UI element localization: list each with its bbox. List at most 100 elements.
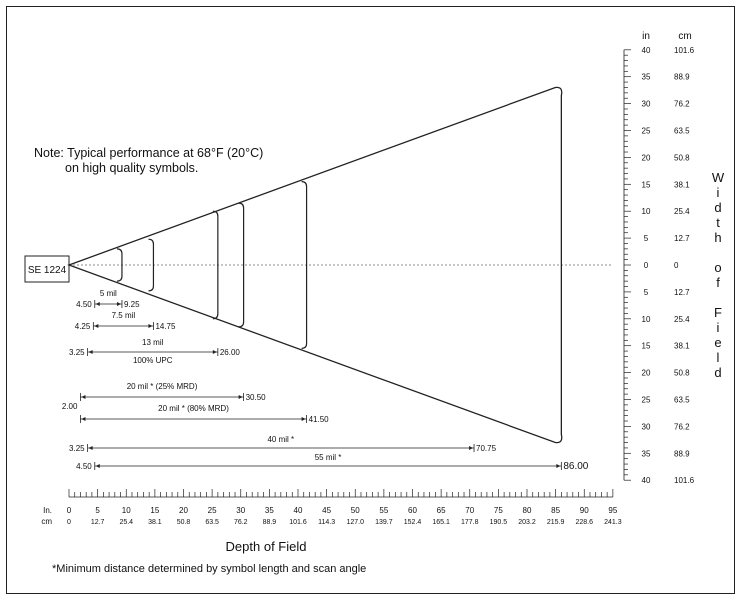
width-tick-label-cm: 12.7 [674,234,690,243]
depth-tick-label-in: 40 [294,506,303,515]
width-tick-label-cm: 25.4 [674,315,690,324]
depth-tick-label-in: 75 [494,506,503,515]
width-tick-label-cm: 38.1 [674,342,690,351]
width-tick-label-cm: 50.8 [674,369,690,378]
axis-title-letter: o [714,260,722,275]
width-tick-label-in: 35 [642,449,651,458]
width-unit-in: in [642,31,650,42]
axis-title-letter: F [714,305,722,320]
axis-title-letter: t [716,215,720,230]
width-tick-label-in: 15 [642,342,651,351]
scanner-label: SE 1224 [28,265,67,276]
depth-tick-label-in: 0 [67,506,72,515]
note-line-1: Note: Typical performance at 68°F (20°C) [34,146,264,160]
range-far-value: 14.75 [155,322,176,331]
range-bar-arrow-left [81,395,86,399]
depth-tick-label-cm: 241.3 [604,519,622,526]
depth-tick-label-in: 95 [608,506,617,515]
range-bar-arrow-left [88,446,93,450]
width-tick-label-in: 0 [644,261,649,270]
width-tick-label-in: 40 [642,476,651,485]
width-tick-label-in: 40 [642,46,651,55]
depth-tick-label-in: 25 [208,506,217,515]
range-bar-arrow-right [469,446,474,450]
range-bar-arrow-right [556,464,561,468]
range-near-value: 2.00 [62,402,78,411]
width-tick-label-in: 30 [642,100,651,109]
width-tick-label-cm: 12.7 [674,288,690,297]
range-far-value: 70.75 [476,444,497,453]
decode-zone-boundary [301,181,308,349]
depth-tick-label-in: 70 [465,506,474,515]
range-bar-arrow-right [148,324,153,328]
depth-tick-label-cm: 215.9 [547,519,565,526]
depth-tick-label-cm: 152.4 [404,519,422,526]
depth-tick-label-cm: 25.4 [119,519,133,526]
range-label: 7.5 mil [112,311,136,320]
range-bar-arrow-left [95,302,100,306]
width-tick-label-cm: 88.9 [674,73,690,82]
range-near-value: 3.25 [69,348,85,357]
width-tick-label-in: 25 [642,396,651,405]
width-tick-label-in: 30 [642,422,651,431]
width-tick-label-in: 35 [642,73,651,82]
depth-tick-label-in: 60 [408,506,417,515]
depth-tick-label-in: 35 [265,506,274,515]
depth-tick-label-in: 80 [523,506,532,515]
depth-tick-label-cm: 38.1 [148,519,162,526]
width-tick-label-cm: 101.6 [674,46,695,55]
depth-tick-label-cm: 127.0 [346,519,364,526]
axis-title-letter: f [716,275,720,290]
width-tick-label-in: 25 [642,127,651,136]
footnote: *Minimum distance determined by symbol l… [52,563,367,575]
range-far-value: 9.25 [124,300,140,309]
axis-title-letter: h [714,230,722,245]
range-bar-arrow-right [212,350,217,354]
width-tick-label-in: 10 [642,207,651,216]
range-bar-arrow-left [81,417,86,421]
depth-tick-label-cm: 114.3 [318,519,335,526]
depth-tick-label-cm: 203.2 [518,519,536,526]
range-label: 20 mil * (25% MRD) [127,382,198,391]
depth-tick-label-cm: 101.6 [289,519,307,526]
depth-tick-label-in: 30 [236,506,245,515]
width-tick-label-in: 5 [644,288,649,297]
note-line-2: on high quality symbols. [65,161,199,175]
width-unit-cm: cm [678,31,691,42]
depth-tick-label-cm: 190.5 [490,519,508,526]
depth-tick-label-in: 10 [122,506,131,515]
depth-tick-label-in: 85 [551,506,560,515]
range-near-value: 4.50 [76,300,92,309]
range-bar-arrow-right [301,417,306,421]
depth-tick-label-in: 45 [322,506,331,515]
range-bar-arrow-left [95,464,100,468]
range-bar-arrow-right [116,302,121,306]
range-bar-arrow-left [88,350,93,354]
range-far-value: 41.50 [309,415,330,424]
scan-cone [67,86,563,444]
width-tick-label-cm: 63.5 [674,127,690,136]
depth-tick-label-cm: 12.7 [91,519,105,526]
scanner-box [24,255,70,283]
depth-tick-label-cm: 76.2 [234,519,248,526]
axis-title-letter: l [716,350,720,365]
depth-tick-label-in: 55 [379,506,388,515]
axis-title-letter: d [714,200,722,215]
range-sublabel: 100% UPC [133,356,173,365]
depth-tick-label-in: 90 [580,506,589,515]
range-label: 40 mil * [267,435,294,444]
width-tick-label-cm: 0 [674,261,679,270]
depth-tick-label-cm: 165.1 [432,519,450,526]
diagram-frame [6,6,735,594]
width-tick-label-cm: 101.6 [674,476,695,485]
range-far-value: 26.00 [220,348,241,357]
width-tick-label-cm: 25.4 [674,207,690,216]
decode-zone-boundary [148,238,155,292]
width-tick-label-cm: 38.1 [674,180,690,189]
width-tick-label-in: 15 [642,180,651,189]
depth-tick-label-cm: 63.5 [205,519,219,526]
depth-tick-label-cm: 50.8 [177,519,191,526]
depth-tick-label-in: 5 [95,506,100,515]
note-text: Note: Typical performance at 68°F (20°C)… [34,146,263,176]
